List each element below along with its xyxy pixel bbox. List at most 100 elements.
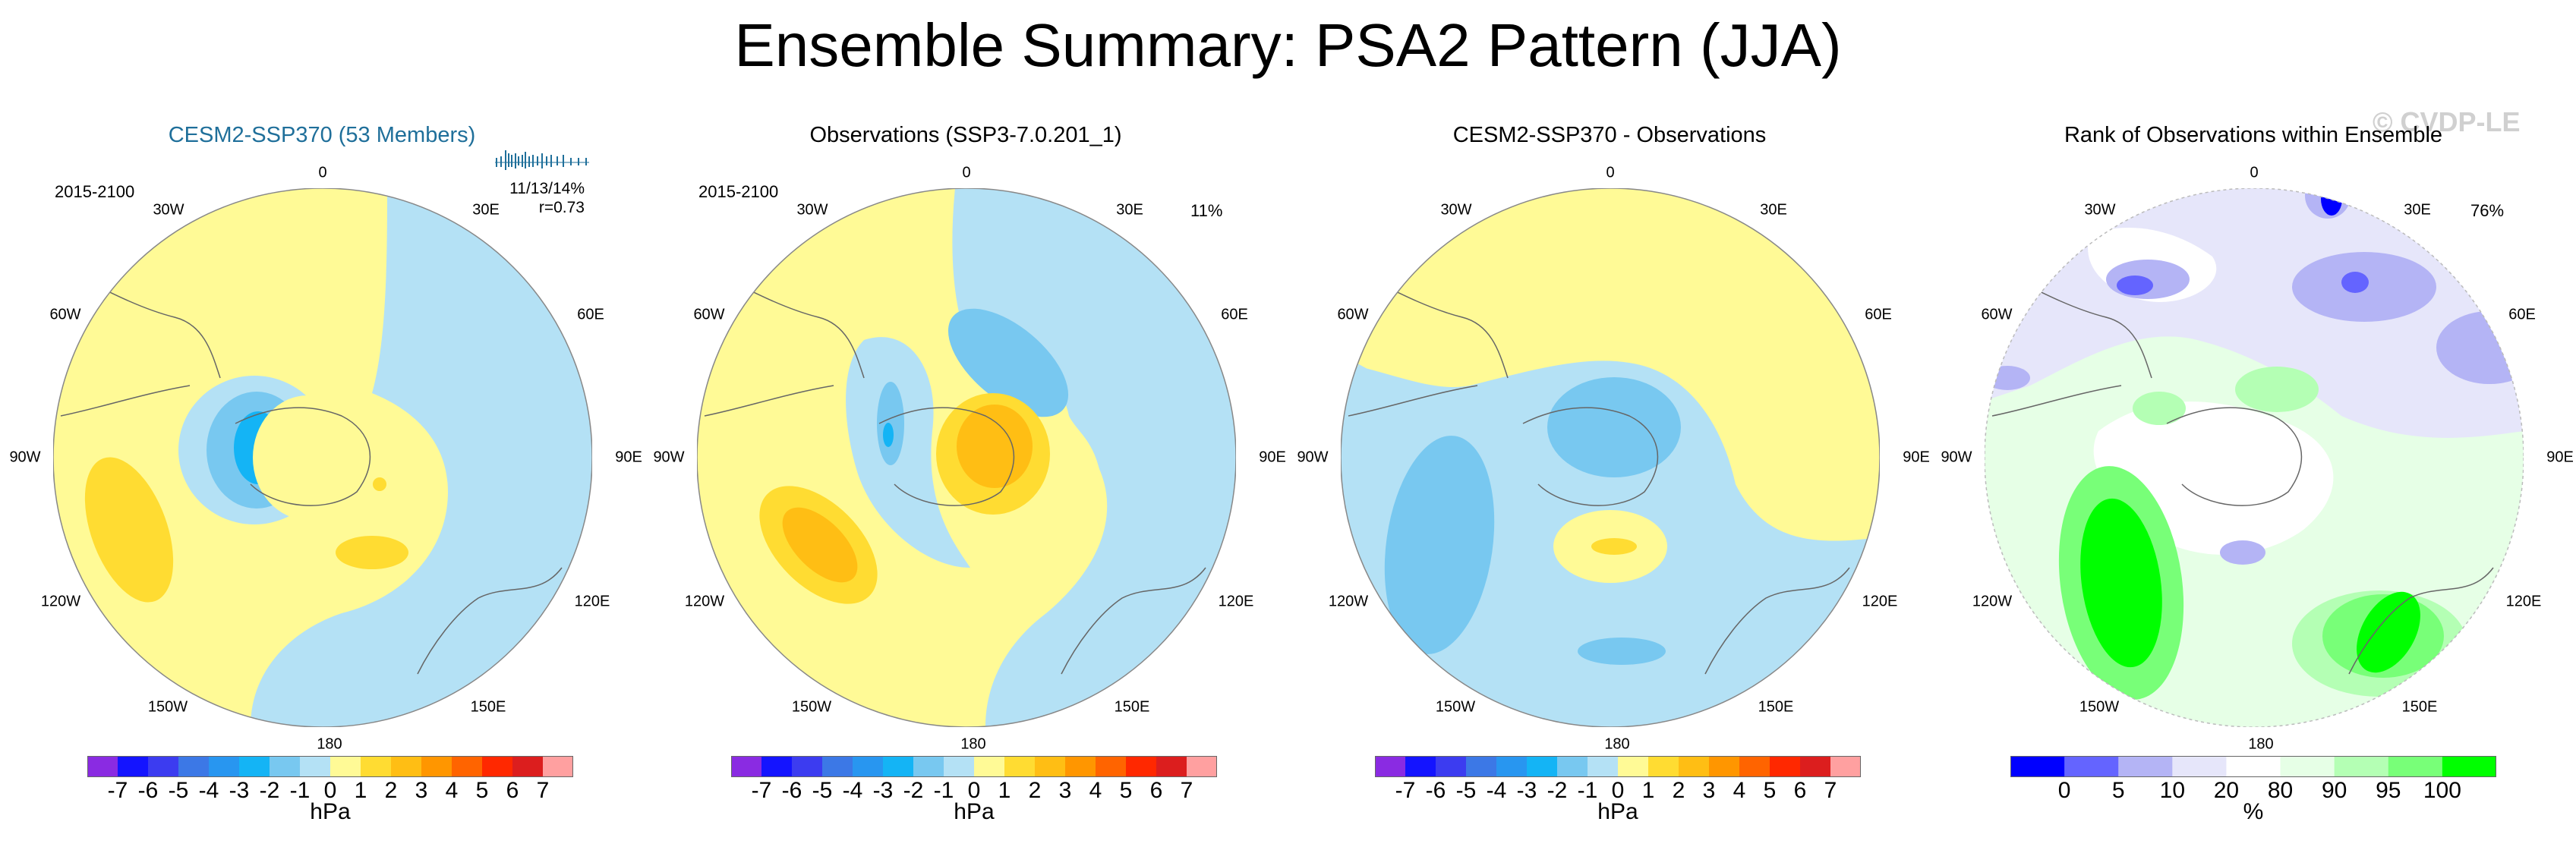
colorbar-frame [731,756,1217,777]
colorbar-tick-label: 5 [475,778,489,803]
percent-label: 76% [2470,201,2505,220]
colorbar-tick-label: 6 [1149,778,1163,803]
member-rug-plot [495,150,589,170]
lon-label-120w: 120W [1972,593,2013,610]
colorbar-swatch [1770,756,1801,777]
lon-label-150e: 150E [2401,698,2438,716]
colorbar-swatch [792,756,823,777]
polar-map [1985,188,2524,727]
colorbar-swatch [2334,756,2389,777]
colorbar-tick-label: 20 [2213,778,2240,803]
colorbar-tick-label: 1 [998,778,1011,803]
colorbar-tick-label: 7 [536,778,550,803]
panel-difference: CESM2-SSP370 - Observations 0 30E 60E 90… [1288,0,1931,847]
colorbar-tick-label: -7 [1395,778,1416,803]
colorbar-swatch [1527,756,1558,777]
colorbar-swatch [361,756,392,777]
colorbar-swatch [239,756,270,777]
colorbar-swatch [87,756,118,777]
colorbar-tick-label: -4 [198,778,219,803]
lon-label-180: 180 [317,735,342,753]
stats-line-2: r=0.73 [538,199,585,216]
colorbar-tick-label: -6 [137,778,159,803]
colorbar-swatch [482,756,513,777]
lon-label-150w: 150W [791,698,832,716]
colorbar-swatch [270,756,301,777]
colorbar-tick-label: -3 [872,778,894,803]
lon-label-90e: 90E [1259,449,1286,466]
colorbar-tick-label: -6 [1425,778,1446,803]
colorbar-swatch [1557,756,1588,777]
colorbar-tick-label: 6 [506,778,519,803]
panel-observations: Observations (SSP3-7.0.201_1) 2015-2100 … [644,0,1288,847]
lon-label-90w: 90W [1941,449,1972,466]
colorbar-tick-label: 4 [1733,778,1746,803]
colorbar-swatch [1156,756,1187,777]
lon-label-90e: 90E [1903,449,1930,466]
lon-label-90w: 90W [1297,449,1329,466]
colorbar-units: % [2243,799,2264,824]
colorbar-swatch [913,756,944,777]
polar-map [53,188,592,727]
lon-label-0: 0 [1606,164,1615,181]
lon-label-180: 180 [1604,735,1630,753]
colorbar-tick-label: -2 [1547,778,1568,803]
lon-label-30e: 30E [1760,201,1787,219]
colorbar-tick-label: 80 [2267,778,2294,803]
colorbar-swatch [1004,756,1036,777]
panel-title: Observations (SSP3-7.0.201_1) [809,123,1122,147]
colorbar-tick-label: 10 [2159,778,2186,803]
colorbar-tick-label: 4 [445,778,459,803]
colorbar-swatch [1436,756,1467,777]
lon-label-30w: 30W [1440,201,1472,219]
colorbar-swatch [1065,756,1096,777]
lon-label-0: 0 [318,164,327,181]
colorbar-swatch [1830,756,1861,777]
colorbar-swatch [2226,756,2281,777]
colorbar-swatch [1096,756,1127,777]
panel-rank: Rank of Observations within Ensemble 76% [1931,0,2575,847]
colorbar-swatch [1375,756,1406,777]
panel-title: Rank of Observations within Ensemble [2064,123,2443,147]
colorbar-swatch [731,756,762,777]
colorbar-swatch [2172,756,2227,777]
colorbar-tick-label: 6 [1793,778,1807,803]
colorbar-hpa [87,756,573,777]
panel-ensemble-mean: CESM2-SSP370 (53 Members) 2015-2100 11/1… [0,0,644,847]
colorbar-tick-label: 4 [1089,778,1102,803]
lon-label-150e: 150E [1758,698,1794,716]
lon-label-180: 180 [2248,735,2274,753]
lon-label-150w: 150W [1435,698,1476,716]
polar-map [1341,188,1880,727]
colorbar-tick-label: -3 [229,778,250,803]
lon-label-60e: 60E [1221,306,1248,323]
colorbar-units: hPa [954,799,995,824]
colorbar-swatch [1618,756,1649,777]
colorbar-tick-label: -4 [1486,778,1507,803]
colorbar-tick-label: 0 [2057,778,2071,803]
lon-label-150e: 150E [1114,698,1150,716]
lon-label-120w: 120W [684,593,725,610]
colorbar-tick-label: 3 [415,778,428,803]
colorbar-swatch [761,756,793,777]
colorbar-swatch [1035,756,1066,777]
colorbar-tick-label: -1 [933,778,954,803]
lon-label-90e: 90E [615,449,642,466]
colorbar-swatch [148,756,179,777]
lon-label-150w: 150W [147,698,188,716]
colorbar-tick-label: 95 [2376,778,2401,803]
colorbar-swatch [822,756,853,777]
lon-label-30w: 30W [2084,201,2116,219]
period-label: 2015-2100 [55,182,135,201]
colorbar-swatch [2064,756,2119,777]
stats-line-1: 11/13/14% [509,180,585,197]
colorbar-units: hPa [1597,799,1638,824]
colorbar-tick-label: 5 [1119,778,1133,803]
colorbar-swatch [421,756,452,777]
colorbar-tick-label: -4 [842,778,863,803]
lon-label-120w: 120W [1328,593,1369,610]
pattern-stats: 11/13/14% r=0.73 [486,179,585,217]
lon-label-30e: 30E [472,201,500,219]
lon-label-120e: 120E [2505,593,2542,610]
panel-title: CESM2-SSP370 - Observations [1452,123,1767,147]
